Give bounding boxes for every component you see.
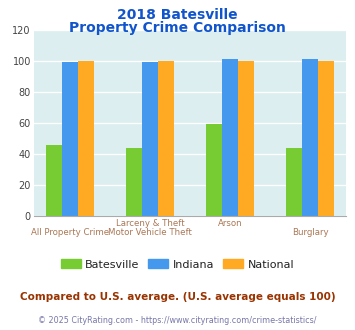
Bar bbox=[318, 61, 334, 216]
Bar bbox=[46, 145, 62, 216]
Bar bbox=[62, 62, 78, 216]
Text: Arson: Arson bbox=[218, 219, 242, 228]
Bar bbox=[222, 59, 238, 216]
Text: Burglary: Burglary bbox=[292, 228, 328, 237]
Bar bbox=[78, 61, 94, 216]
Bar bbox=[238, 61, 254, 216]
Text: Compared to U.S. average. (U.S. average equals 100): Compared to U.S. average. (U.S. average … bbox=[20, 292, 335, 302]
Text: © 2025 CityRating.com - https://www.cityrating.com/crime-statistics/: © 2025 CityRating.com - https://www.city… bbox=[38, 316, 317, 325]
Bar bbox=[158, 61, 174, 216]
Legend: Batesville, Indiana, National: Batesville, Indiana, National bbox=[56, 255, 299, 274]
Bar bbox=[206, 124, 222, 216]
Text: 2018 Batesville: 2018 Batesville bbox=[117, 8, 238, 22]
Text: All Property Crime: All Property Crime bbox=[31, 228, 109, 237]
Text: Property Crime Comparison: Property Crime Comparison bbox=[69, 21, 286, 35]
Text: Motor Vehicle Theft: Motor Vehicle Theft bbox=[108, 228, 192, 237]
Bar bbox=[126, 148, 142, 216]
Bar bbox=[286, 148, 302, 216]
Bar bbox=[302, 59, 318, 216]
Text: Larceny & Theft: Larceny & Theft bbox=[116, 219, 184, 228]
Bar bbox=[142, 62, 158, 216]
